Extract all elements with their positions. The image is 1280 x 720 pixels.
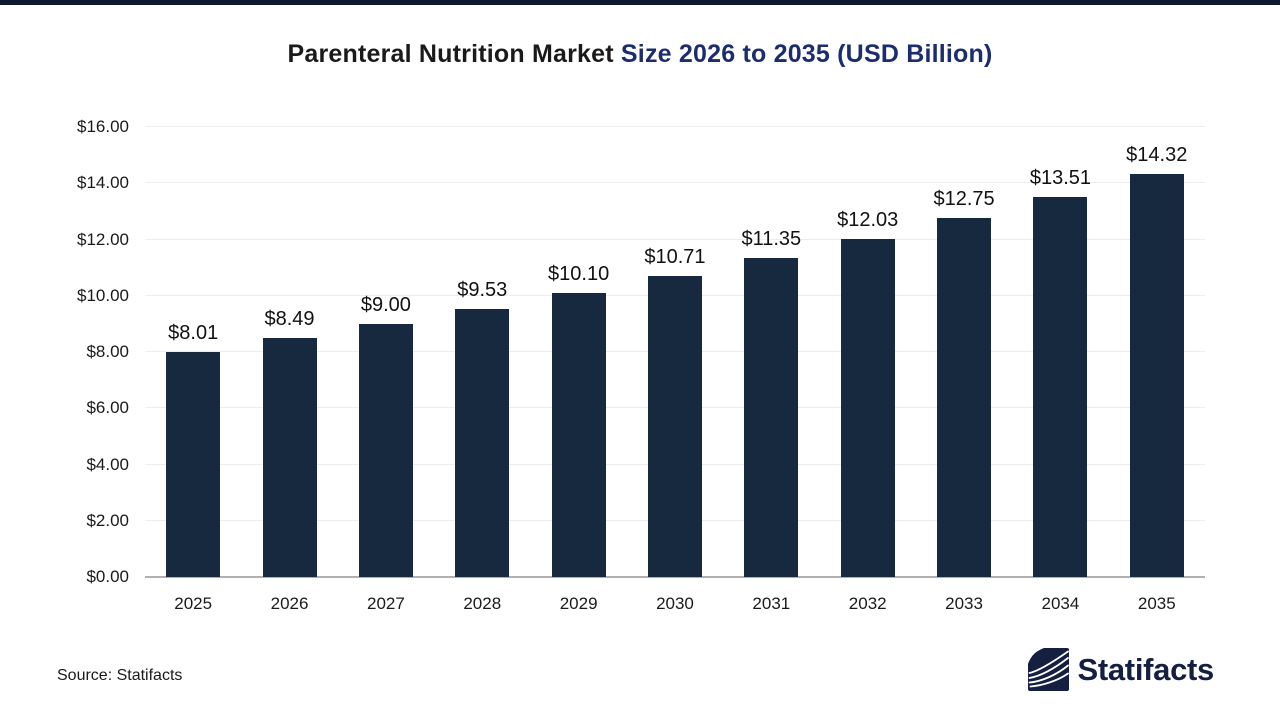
bar-value-label: $12.03 [837, 208, 899, 231]
bar-slot: $12.03 [820, 127, 916, 577]
bar-value-label: $10.10 [548, 262, 610, 285]
bar-slot: $10.71 [627, 127, 723, 577]
statifacts-logo: Statifacts [1028, 648, 1214, 691]
bar-value-label: $10.71 [644, 245, 706, 268]
x-axis-tick-label: 2033 [945, 594, 983, 613]
x-axis-tick-label: 2027 [366, 594, 405, 613]
bar-slot: $12.75 [916, 127, 1012, 577]
bar-2034: $13.51 [1030, 167, 1091, 577]
x-axis-tick-label: 2025 [174, 594, 213, 613]
bar-value-label: $13.51 [1029, 167, 1091, 190]
x-axis-tick-label: 2035 [1137, 594, 1176, 613]
x-axis: 2025 2026 2027 2028 2029 2030 2031 2032 2033 2034… [145, 594, 1205, 614]
bar-2026: $8.49 [262, 308, 317, 577]
bar-value-label: $8.01 [168, 321, 219, 344]
bar-2031: $11.35 [741, 228, 801, 577]
x-axis-tick-label: 2032 [848, 594, 887, 613]
plot-area: $0.00 $2.00 $4.00 $6.00 $8.00 $10.00 $12.00 $14… [77, 117, 1205, 586]
gridline [145, 182, 1205, 184]
bar-value-label: $12.75 [933, 188, 995, 211]
bar-slot: $14.32 [1109, 127, 1205, 577]
gridline [145, 126, 1205, 127]
chart-title: Parenteral Nutrition Market Size 2026 to… [0, 40, 1280, 69]
bar-2030: $10.71 [644, 246, 706, 577]
bar-slot: $11.35 [723, 127, 819, 577]
bar-2025: $8.01 [166, 322, 221, 577]
source-label: Source: Statifacts [57, 667, 183, 684]
bar-slot: $10.10 [530, 127, 626, 577]
y-axis-tick-label: $14.00 [77, 173, 129, 193]
chart-title-primary: Parenteral Nutrition Market [287, 40, 614, 68]
bar-slot: $9.53 [434, 127, 530, 577]
bar-value-label: $9.00 [360, 293, 411, 316]
bar-value-label: $8.49 [264, 308, 315, 331]
y-axis-tick-label: $16.00 [77, 117, 129, 136]
y-axis-tick-label: $10.00 [77, 285, 129, 305]
bar-value-label: $9.53 [457, 278, 508, 301]
x-axis-tick-label: 2029 [559, 594, 598, 613]
bar-series: $8.01 $8.49 $9.00 $9.53 $10.10 $10.71 $11.35 $1… [145, 127, 1205, 577]
bar-slot: $13.51 [1012, 127, 1108, 577]
y-axis-tick-label: $8.00 [86, 342, 129, 361]
bar-value-label: $11.35 [741, 227, 802, 250]
wave-pages-icon [1028, 648, 1070, 691]
x-axis-baseline [145, 576, 1205, 578]
chart-title-secondary: Size 2026 to 2035 (USD Billion) [613, 40, 993, 68]
x-axis-tick-label: 2030 [656, 594, 694, 613]
top-accent-bar [0, 0, 1280, 5]
gridline [145, 238, 1205, 240]
bar-slot: $8.49 [241, 127, 337, 577]
x-axis-tick-label: 2026 [270, 594, 309, 613]
x-axis-tick-label: 2031 [752, 594, 791, 613]
bar-slot: $8.01 [145, 127, 241, 577]
brand-name: Statifacts [1077, 651, 1214, 687]
y-axis-tick-label: $12.00 [77, 229, 129, 249]
bar-2032: $12.03 [837, 209, 898, 577]
x-axis-tick-label: 2034 [1041, 594, 1080, 613]
y-axis-tick-label: $6.00 [86, 398, 129, 418]
bar-2028: $9.53 [455, 279, 510, 577]
bar-2029: $10.10 [548, 263, 609, 577]
y-axis-tick-label: $0.00 [86, 567, 129, 586]
bar-2027: $9.00 [358, 294, 413, 577]
x-axis-tick-label: 2028 [463, 594, 502, 613]
bar-2033: $12.75 [933, 188, 995, 577]
bar-2035: $14.32 [1126, 144, 1187, 577]
bar-slot: $9.00 [338, 127, 434, 577]
y-axis-tick-label: $2.00 [86, 510, 129, 530]
bar-value-label: $14.32 [1126, 144, 1188, 167]
y-axis-tick-label: $4.00 [86, 454, 129, 474]
